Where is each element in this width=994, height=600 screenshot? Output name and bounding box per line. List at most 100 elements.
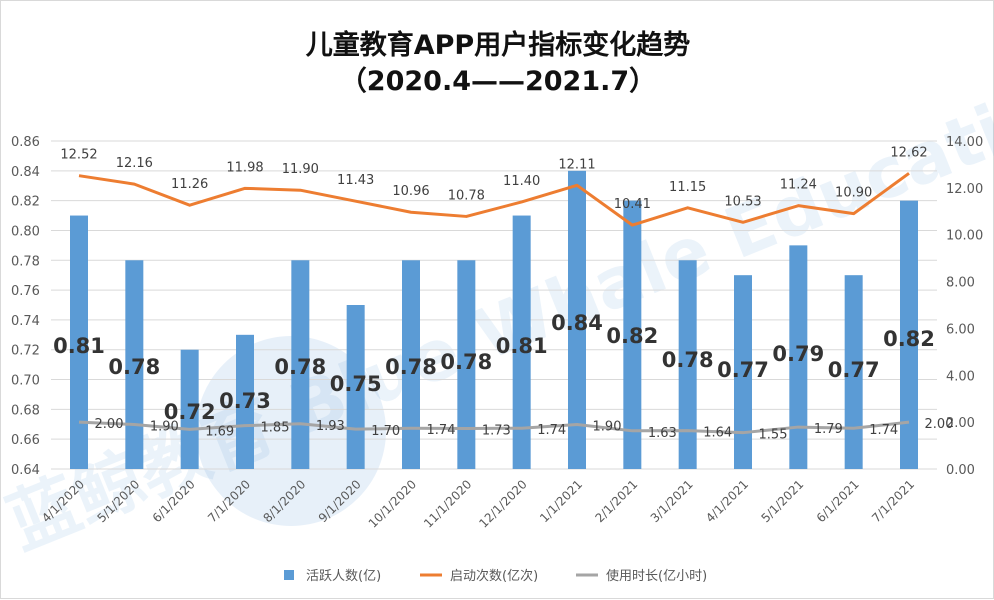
left-axis-tick: 0.74 xyxy=(11,314,40,329)
bar xyxy=(457,260,476,469)
x-axis-tick: 11/1/2020 xyxy=(421,477,474,530)
line-data-label: 1.90 xyxy=(593,419,622,434)
x-axis-tick: 5/1/2021 xyxy=(758,477,806,525)
bar-data-label: 0.72 xyxy=(164,400,216,424)
bar xyxy=(568,170,586,469)
left-axis-tick: 0.78 xyxy=(11,254,40,269)
legend-swatch xyxy=(284,570,294,580)
legend-label: 活跃人数(亿) xyxy=(306,569,381,584)
bar-data-label: 0.78 xyxy=(274,355,326,379)
right-axis-tick: 0.00 xyxy=(946,463,975,478)
bar-data-label: 0.75 xyxy=(330,372,382,396)
bar xyxy=(125,260,144,469)
line-data-label: 1.74 xyxy=(427,423,456,438)
right-axis-tick: 14.00 xyxy=(946,135,983,150)
chart-title: 儿童教育APP用户指标变化趋势 xyxy=(305,30,691,61)
bar-data-label: 0.78 xyxy=(440,350,492,374)
line-data-label: 1.74 xyxy=(869,423,898,438)
right-axis-tick: 8.00 xyxy=(946,276,975,291)
line-data-label: 12.62 xyxy=(890,145,927,160)
bar xyxy=(70,215,88,469)
bar xyxy=(236,334,254,469)
bar-data-label: 0.78 xyxy=(108,355,160,379)
legend-label: 使用时长(亿小时) xyxy=(606,568,707,584)
bar xyxy=(402,260,420,469)
bar-data-label: 0.84 xyxy=(551,311,603,335)
x-axis-tick: 7/1/2021 xyxy=(869,477,917,525)
line-data-label: 1.93 xyxy=(316,419,345,434)
bar xyxy=(900,200,918,470)
left-axis-tick: 0.66 xyxy=(11,433,40,448)
bar xyxy=(291,260,310,469)
line-data-label: 10.53 xyxy=(724,194,761,209)
bar xyxy=(623,200,642,470)
left-axis-tick: 0.76 xyxy=(11,284,40,299)
right-axis-tick: 6.00 xyxy=(946,322,975,337)
line-data-label: 11.26 xyxy=(171,177,208,192)
line-data-label: 1.73 xyxy=(482,423,511,438)
legend-label: 启动次数(亿次) xyxy=(450,568,538,584)
line-data-label: 12.16 xyxy=(116,156,153,171)
right-axis-tick: 12.00 xyxy=(946,182,983,197)
line-data-label: 11.90 xyxy=(282,162,319,177)
line-data-label: 1.69 xyxy=(205,424,234,439)
bar xyxy=(180,349,199,469)
line-data-label: 1.70 xyxy=(371,424,400,439)
right-axis-tick: 10.00 xyxy=(946,229,983,244)
left-axis-tick: 0.86 xyxy=(11,135,40,150)
line-data-label: 2.00 xyxy=(95,417,124,432)
x-axis-tick: 12/1/2020 xyxy=(476,477,529,530)
chart-subtitle: （2020.4——2021.7） xyxy=(339,66,657,97)
bar-data-label: 0.81 xyxy=(53,334,105,358)
series-line xyxy=(78,172,910,227)
x-axis-tick: 1/1/2021 xyxy=(537,477,585,525)
bar-data-label: 0.82 xyxy=(606,324,658,348)
x-axis-tick: 3/1/2021 xyxy=(648,477,696,525)
x-axis-tick: 2/1/2021 xyxy=(592,477,640,525)
left-axis-tick: 0.64 xyxy=(11,463,40,478)
line-data-label: 11.98 xyxy=(226,160,263,175)
line-data-label: 1.55 xyxy=(759,428,788,443)
left-axis-tick: 0.82 xyxy=(11,195,40,210)
x-axis-tick: 4/1/2021 xyxy=(703,477,751,525)
left-axis-tick: 0.72 xyxy=(11,344,40,359)
line-data-label: 10.90 xyxy=(835,186,872,201)
line-data-label: 1.79 xyxy=(814,422,843,437)
left-axis-tick: 0.84 xyxy=(11,165,40,180)
bar-data-label: 0.73 xyxy=(219,389,271,413)
line-data-label: 10.96 xyxy=(392,184,429,199)
bar-data-label: 0.82 xyxy=(883,327,935,351)
bar-data-label: 0.77 xyxy=(828,358,880,382)
line-data-label: 11.24 xyxy=(780,178,817,193)
line-data-label: 1.74 xyxy=(537,423,566,438)
line-data-label: 1.64 xyxy=(703,426,732,441)
line-data-label: 12.11 xyxy=(558,157,595,172)
left-axis-tick: 0.80 xyxy=(11,224,40,239)
bar xyxy=(844,275,863,469)
left-axis-tick: 0.70 xyxy=(11,374,40,389)
line-data-label: 11.43 xyxy=(337,173,374,188)
line-data-label: 1.63 xyxy=(648,426,677,441)
bar xyxy=(734,275,752,469)
x-axis-tick: 6/1/2021 xyxy=(814,477,862,525)
line-data-label: 1.85 xyxy=(261,421,290,436)
x-axis-tick: 10/1/2020 xyxy=(366,477,419,530)
line-data-label: 2.00 xyxy=(925,417,954,432)
bar xyxy=(512,215,531,469)
series-line xyxy=(78,420,910,435)
bar-data-label: 0.79 xyxy=(772,342,824,366)
line-data-label: 10.78 xyxy=(448,188,485,203)
bar xyxy=(789,245,808,469)
bar-data-label: 0.77 xyxy=(717,358,769,382)
line-data-label: 12.52 xyxy=(60,148,97,163)
bar-data-label: 0.78 xyxy=(385,355,437,379)
right-axis-tick: 4.00 xyxy=(946,369,975,384)
line-data-label: 11.40 xyxy=(503,174,540,189)
bar-data-label: 0.81 xyxy=(496,334,548,358)
line-data-label: 1.90 xyxy=(150,419,179,434)
bar xyxy=(678,260,697,469)
right-axis-tick: 2.00 xyxy=(946,416,975,431)
line-data-label: 10.41 xyxy=(614,197,651,212)
